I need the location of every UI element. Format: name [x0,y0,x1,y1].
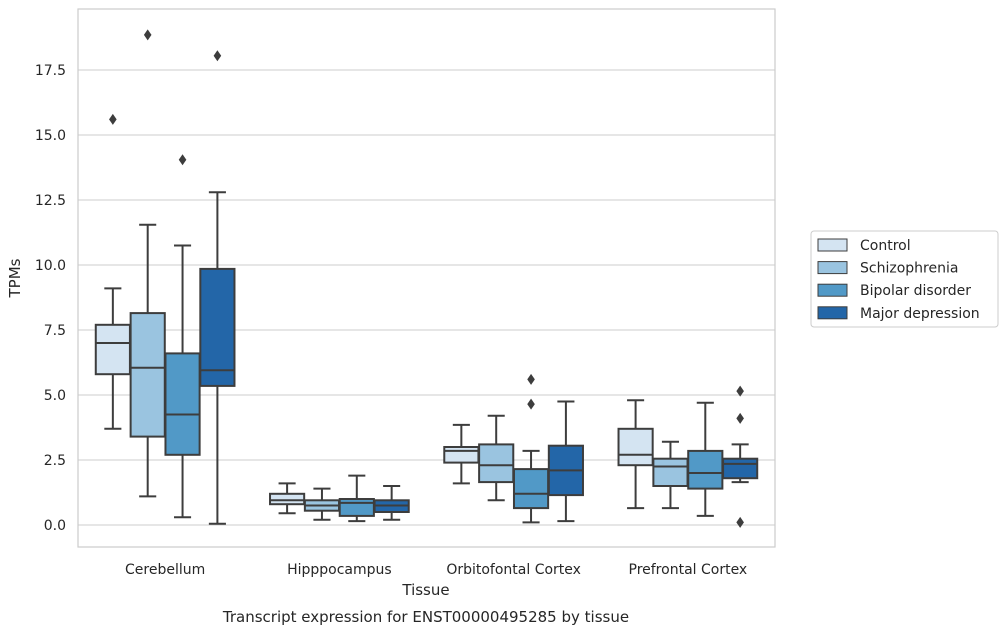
outlier-point [109,113,117,125]
box-body [652,457,689,488]
y-tick-label: 2.5 [44,453,66,469]
outlier-point [143,29,152,41]
box-body [94,323,131,376]
x-tick-label: Cerebellum [125,562,205,578]
box [164,154,201,519]
box-body [199,267,236,387]
box [303,487,341,521]
box [652,440,689,510]
box-body [617,427,654,467]
legend-swatch [817,261,848,275]
box-body [722,457,759,480]
y-axis-label: TPMs [6,258,24,298]
box-body [443,446,480,464]
box [617,399,654,510]
box [269,482,306,515]
legend-item: Schizophrenia [817,261,958,277]
plot-frame [77,8,776,548]
box [443,423,480,485]
figure-caption: Transcript expression for ENST0000049528… [222,608,629,626]
series-schizophrenia [129,29,689,521]
box [722,385,759,528]
outlier-point [213,50,222,62]
legend-label: Control [860,238,911,254]
legend-item: Major depression [817,306,980,322]
legend: Control Schizophrenia Bipolar disorder Majo… [810,230,999,328]
legend-frame [810,230,999,328]
box-series [94,29,759,528]
x-tick-label: Prefrontal Cortex [629,562,748,578]
y-tick-label: 10.0 [35,258,66,274]
outlier-point [527,398,535,410]
series-major-depression [199,50,759,528]
box-body [687,449,724,490]
series-bipolar-disorder [164,154,724,524]
y-tick-label: 12.5 [35,193,66,209]
legend-swatch [817,306,848,320]
x-tick-label: Orbitofontal Cortex [446,562,581,578]
legend-swatch [817,238,848,252]
box-body [164,352,201,456]
legend-swatch [817,283,848,297]
box [199,50,236,525]
outlier-point [736,412,744,424]
y-tick-label: 7.5 [44,323,66,339]
box [547,400,584,523]
box-body [338,498,375,517]
y-tick-label: 15.0 [35,128,66,144]
legend-item: Control [817,238,911,254]
series-control [94,113,654,515]
box-body [269,492,306,506]
legend-label: Bipolar disorder [860,283,971,299]
y-tick-label: 5.0 [44,388,66,404]
y-tick-label: 17.5 [35,63,66,79]
box [338,474,375,523]
box-body [512,468,550,510]
x-axis-label: Tissue [401,581,449,599]
x-axis-ticks: Cerebellum Hipppocampus Orbitofontal Corte… [125,562,747,578]
box-body [478,443,515,484]
box [129,29,166,498]
box [94,113,131,430]
box-body [129,312,166,438]
outlier-point [736,385,744,397]
box [373,485,410,521]
box [687,401,724,517]
y-tick-label: 0.0 [44,518,66,534]
box [478,414,515,502]
outlier-point [178,154,187,166]
outlier-point [736,516,744,528]
legend-item: Bipolar disorder [817,283,971,299]
outlier-point [527,373,535,385]
x-tick-label: Hipppocampus [287,562,392,578]
legend-label: Schizophrenia [860,261,958,277]
y-axis-ticks: 0.0 2.5 5.0 7.5 10.0 12.5 15.0 17.5 [35,63,66,534]
legend-label: Major depression [860,306,980,322]
box [512,373,550,524]
